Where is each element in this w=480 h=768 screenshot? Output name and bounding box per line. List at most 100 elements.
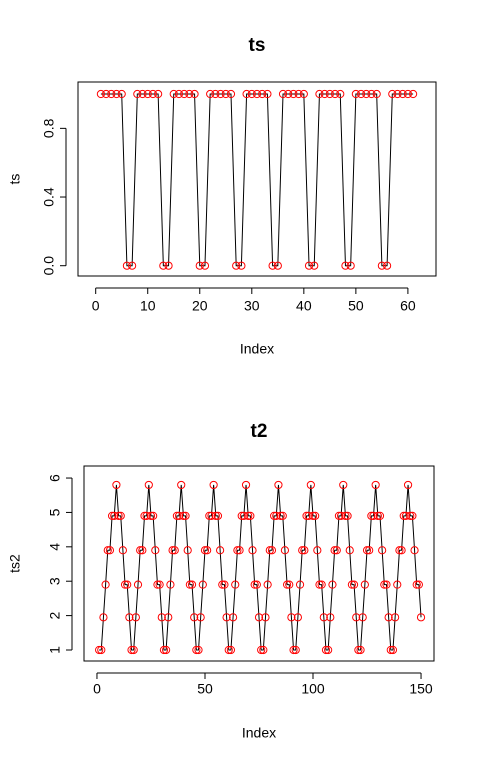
point (205, 511, 214, 520)
point (233, 546, 242, 555)
point (144, 480, 153, 490)
point (285, 580, 294, 589)
y-axis-label: ts (7, 174, 23, 185)
point (267, 546, 277, 555)
point (151, 546, 160, 555)
point (148, 89, 158, 99)
point (200, 261, 210, 270)
point (273, 261, 282, 270)
point (414, 580, 423, 589)
point (168, 546, 177, 555)
point (207, 511, 216, 520)
point (341, 511, 350, 520)
point (274, 480, 283, 490)
point (268, 261, 277, 270)
point (103, 546, 112, 555)
point (118, 546, 127, 555)
point (332, 546, 341, 555)
point (325, 89, 334, 99)
point (228, 613, 238, 622)
point (408, 511, 417, 520)
point (143, 89, 152, 99)
point (231, 580, 240, 589)
point (157, 613, 166, 622)
point (320, 89, 329, 99)
point (194, 645, 203, 655)
point (177, 480, 186, 490)
point (226, 89, 236, 99)
point (224, 645, 233, 655)
point (300, 546, 309, 555)
point (206, 89, 215, 99)
point (174, 511, 184, 520)
point (123, 580, 132, 589)
series-line (99, 484, 422, 651)
point (393, 89, 402, 99)
point (382, 580, 391, 589)
point (345, 546, 354, 555)
point (237, 261, 246, 270)
point (105, 546, 115, 555)
point (334, 511, 344, 520)
point (218, 580, 227, 589)
point (235, 546, 244, 555)
y-tick-label: 1 (47, 646, 63, 654)
point (95, 645, 104, 655)
y-tick-label: 0.8 (41, 118, 57, 138)
point (140, 511, 149, 520)
point (211, 89, 220, 99)
point (343, 511, 352, 520)
point (373, 511, 382, 520)
point (179, 511, 188, 520)
point (341, 261, 350, 270)
point (330, 89, 340, 99)
point (347, 580, 357, 589)
point (349, 580, 359, 589)
point (254, 613, 264, 622)
point (282, 580, 292, 589)
point (211, 511, 220, 520)
point (315, 580, 324, 589)
point (257, 645, 266, 655)
point (112, 89, 121, 99)
point (367, 511, 376, 520)
point (409, 89, 418, 99)
point (237, 511, 246, 520)
point (252, 580, 261, 589)
point (410, 546, 419, 555)
point (263, 580, 272, 589)
point (159, 261, 168, 270)
point (391, 613, 400, 622)
y-tick-label: 0.4 (41, 187, 57, 207)
x-tick-label: 50 (348, 298, 364, 314)
point (247, 89, 256, 99)
point (375, 511, 385, 520)
point (406, 511, 415, 520)
point (397, 546, 406, 555)
point (166, 580, 175, 589)
point (155, 580, 164, 589)
point (142, 511, 151, 520)
point (352, 613, 361, 622)
x-tick-label: 60 (400, 298, 416, 314)
point (362, 89, 371, 99)
point (287, 613, 296, 622)
point (216, 546, 225, 555)
point (138, 546, 147, 555)
x-tick-label: 0 (93, 681, 101, 697)
point (185, 89, 194, 99)
point (169, 89, 178, 99)
point (313, 546, 322, 555)
x-tick-label: 0 (92, 298, 100, 314)
point (96, 89, 105, 99)
point (181, 511, 190, 520)
point (317, 580, 326, 589)
point (259, 645, 268, 655)
point (146, 511, 156, 520)
point (170, 546, 179, 555)
y-tick-label: 3 (47, 577, 63, 585)
point (244, 511, 253, 520)
point (302, 511, 311, 520)
point (159, 645, 169, 655)
point (128, 261, 137, 270)
